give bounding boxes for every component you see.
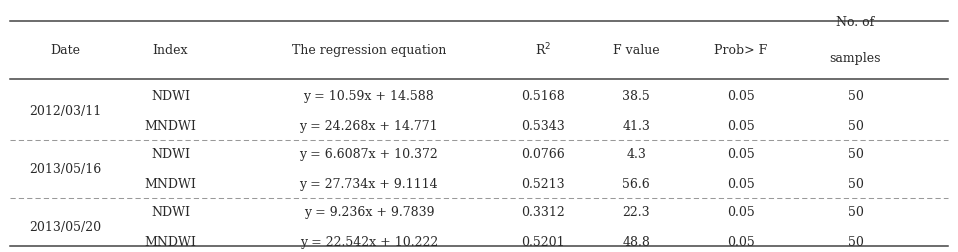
Text: MNDWI: MNDWI [145,120,196,133]
Text: NDWI: NDWI [151,206,190,219]
Text: y = 10.59x + 14.588: y = 10.59x + 14.588 [304,90,434,103]
Text: 2013/05/16: 2013/05/16 [29,163,102,176]
Text: 50: 50 [848,178,863,191]
Text: y = 24.268x + 14.771: y = 24.268x + 14.771 [300,120,438,133]
Text: 0.0766: 0.0766 [521,148,565,161]
Text: R$^2$: R$^2$ [536,42,551,59]
Text: 50: 50 [848,206,863,219]
Text: 50: 50 [848,236,863,249]
Text: 0.05: 0.05 [727,90,754,103]
Text: 0.05: 0.05 [727,120,754,133]
Text: y = 27.734x + 9.1114: y = 27.734x + 9.1114 [300,178,438,191]
Text: 0.05: 0.05 [727,148,754,161]
Text: 0.05: 0.05 [727,178,754,191]
Text: The regression equation: The regression equation [291,44,446,57]
Text: 50: 50 [848,90,863,103]
Text: 48.8: 48.8 [622,236,650,249]
Text: 0.3312: 0.3312 [521,206,565,219]
Text: NDWI: NDWI [151,90,190,103]
Text: 50: 50 [848,148,863,161]
Text: MNDWI: MNDWI [145,178,196,191]
Text: NDWI: NDWI [151,148,190,161]
Text: 4.3: 4.3 [627,148,646,161]
Text: y = 6.6087x + 10.372: y = 6.6087x + 10.372 [300,148,438,161]
Text: 41.3: 41.3 [622,120,650,133]
Text: 0.5213: 0.5213 [521,178,565,191]
Text: 50: 50 [848,120,863,133]
Text: 0.5201: 0.5201 [521,236,565,249]
Text: 0.05: 0.05 [727,206,754,219]
Text: samples: samples [830,52,881,65]
Text: F value: F value [613,44,659,57]
Text: 0.05: 0.05 [727,236,754,249]
Text: 0.5168: 0.5168 [521,90,565,103]
Text: Prob> F: Prob> F [714,44,767,57]
Text: 56.6: 56.6 [623,178,650,191]
Text: 2013/05/20: 2013/05/20 [29,221,102,234]
Text: MNDWI: MNDWI [145,236,196,249]
Text: 22.3: 22.3 [623,206,650,219]
Text: 38.5: 38.5 [623,90,650,103]
Text: 2012/03/11: 2012/03/11 [29,105,102,118]
Text: No. of: No. of [836,16,875,29]
Text: 0.5343: 0.5343 [521,120,565,133]
Text: y = 22.542x + 10.222: y = 22.542x + 10.222 [300,236,438,249]
Text: Date: Date [50,44,80,57]
Text: y = 9.236x + 9.7839: y = 9.236x + 9.7839 [304,206,434,219]
Text: Index: Index [152,44,189,57]
